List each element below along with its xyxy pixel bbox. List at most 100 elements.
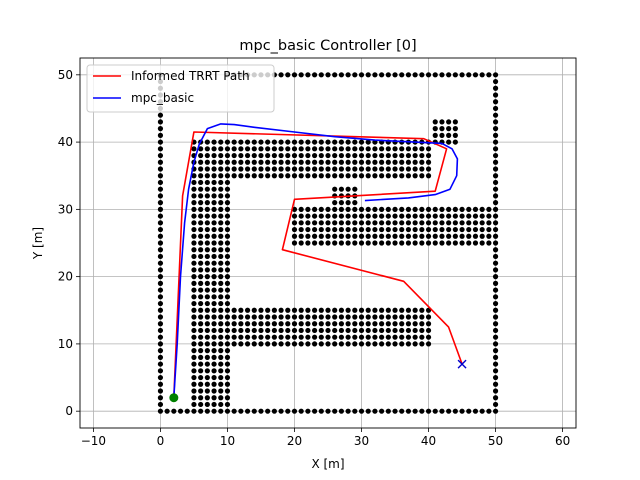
obstacle-point — [191, 408, 197, 414]
obstacle-point — [231, 321, 237, 327]
obstacle-point — [365, 220, 371, 226]
obstacle-point — [379, 233, 385, 239]
obstacle-point — [285, 166, 291, 172]
obstacle-point — [157, 361, 164, 367]
obstacle-point — [211, 226, 217, 233]
obstacle-point — [446, 72, 452, 78]
obstacle-point — [224, 152, 231, 159]
obstacle-point — [318, 173, 324, 179]
obstacle-point — [385, 146, 391, 152]
obstacle-point — [399, 206, 405, 212]
obstacle-point — [211, 300, 217, 307]
legend: Informed TRRT Path mpc_basic — [86, 64, 275, 113]
obstacle-point — [325, 321, 331, 327]
obstacle-point — [271, 314, 277, 320]
obstacle-point — [338, 139, 345, 145]
obstacle-point — [492, 381, 499, 387]
obstacle-point — [379, 327, 385, 334]
obstacle-point — [452, 233, 458, 239]
obstacle-point — [298, 139, 304, 145]
obstacle-point — [452, 220, 458, 226]
obstacle-point — [191, 401, 197, 408]
obstacle-point — [218, 146, 224, 152]
obstacle-point — [425, 146, 432, 152]
obstacle-point — [198, 159, 204, 165]
obstacle-point — [298, 321, 304, 327]
obstacle-point — [345, 233, 351, 239]
obstacle-point — [311, 220, 318, 226]
obstacle-point — [198, 200, 204, 206]
obstacle-point — [352, 173, 358, 179]
obstacle-point — [338, 72, 345, 78]
obstacle-point — [325, 314, 331, 320]
obstacle-point — [157, 408, 164, 414]
obstacle-point — [238, 408, 244, 414]
obstacle-point — [278, 173, 284, 179]
obstacle-point — [439, 226, 445, 233]
obstacle-point — [191, 381, 197, 387]
obstacle-point — [425, 72, 432, 78]
obstacle-point — [157, 307, 164, 313]
obstacle-point — [271, 146, 277, 152]
obstacle-point — [399, 159, 405, 165]
obstacle-point — [218, 139, 224, 145]
obstacle-point — [379, 408, 385, 414]
obstacle-point — [318, 213, 324, 219]
obstacle-point — [157, 206, 164, 212]
obstacle-point — [231, 173, 237, 179]
obstacle-point — [405, 146, 412, 152]
obstacle-point — [157, 119, 164, 125]
obstacle-point — [412, 72, 418, 78]
obstacle-point — [244, 152, 251, 159]
obstacle-point — [332, 146, 338, 152]
obstacle-point — [265, 152, 271, 159]
obstacle-point — [432, 132, 438, 138]
obstacle-point — [352, 327, 358, 334]
obstacle-point — [251, 341, 257, 347]
obstacle-point — [338, 146, 345, 152]
obstacle-point — [218, 395, 224, 401]
obstacle-point — [291, 220, 298, 226]
x-tick-label: 10 — [220, 434, 235, 448]
obstacle-point — [291, 139, 298, 145]
obstacle-point — [198, 327, 204, 334]
obstacle-point — [412, 240, 418, 246]
obstacle-point — [318, 206, 324, 212]
obstacle-point — [164, 408, 170, 414]
obstacle-point — [446, 408, 452, 414]
obstacle-point — [204, 152, 210, 159]
obstacle-point — [311, 146, 318, 152]
obstacle-point — [218, 341, 224, 347]
obstacle-point — [338, 327, 345, 334]
obstacle-point — [459, 72, 465, 78]
obstacle-point — [446, 126, 452, 132]
obstacle-point — [291, 173, 298, 179]
obstacle-point — [492, 139, 499, 145]
obstacle-point — [204, 354, 210, 360]
obstacle-point — [318, 327, 324, 334]
obstacle-point — [345, 173, 351, 179]
obstacle-point — [224, 173, 231, 179]
obstacle-point — [211, 166, 217, 172]
y-tick-label: 30 — [58, 202, 73, 216]
obstacle-point — [198, 395, 204, 401]
obstacle-point — [218, 388, 224, 394]
obstacle-point — [358, 334, 365, 340]
obstacle-point — [365, 334, 371, 340]
obstacle-point — [224, 200, 231, 206]
obstacle-point — [218, 274, 224, 280]
obstacle-point — [405, 334, 412, 340]
obstacle-point — [204, 381, 210, 387]
obstacle-point — [399, 152, 405, 159]
obstacle-point — [452, 132, 458, 138]
obstacle-point — [466, 213, 472, 219]
obstacle-point — [492, 321, 499, 327]
obstacle-point — [285, 139, 291, 145]
obstacle-point — [305, 233, 311, 239]
obstacle-point — [305, 173, 311, 179]
obstacle-point — [472, 206, 479, 212]
obstacle-point — [311, 139, 318, 145]
obstacle-point — [218, 267, 224, 273]
obstacle-point — [291, 159, 298, 165]
obstacle-point — [325, 240, 331, 246]
